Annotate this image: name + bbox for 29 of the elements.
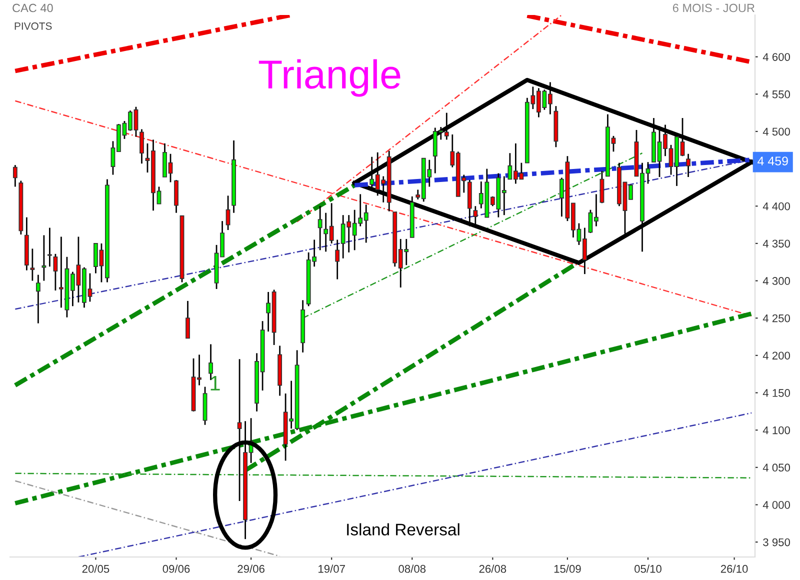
y-tick-label: 4 300 (762, 277, 790, 285)
x-tick-label: 19/07 (318, 564, 345, 573)
y-tick-label: 4 250 (762, 314, 790, 322)
x-tick-label: 29/06 (238, 564, 264, 573)
y-tick-label: 3 950 (763, 538, 790, 546)
x-tick-label: 20/05 (82, 564, 110, 573)
annotation: Triangle (258, 59, 400, 97)
annotation: PIVOTS (14, 22, 52, 30)
y-tick-label: 4 350 (762, 240, 790, 248)
chart-subtitle: 6 MOIS - JOUR (672, 4, 754, 12)
y-tick-label: 4 050 (762, 464, 790, 472)
chart-title: CAC 40 (12, 4, 53, 12)
y-tick-label: 4 000 (762, 501, 790, 509)
y-tick-label: 4 550 (762, 90, 790, 98)
x-tick-label: 09/06 (162, 564, 190, 573)
y-tick-label: 4 500 (762, 128, 790, 136)
x-tick-label: 05/10 (634, 564, 662, 573)
y-tick-label: 4 400 (762, 202, 790, 210)
annotation: 1 (210, 376, 220, 390)
y-tick-label: 4 100 (762, 426, 790, 434)
y-tick-label: 4 150 (762, 389, 790, 397)
x-tick-label: 08/08 (398, 564, 426, 573)
annotation: 4 459 (758, 156, 788, 166)
annotation: Island Reversal (347, 523, 460, 536)
x-tick-label: 26/08 (479, 564, 506, 573)
x-tick-label: 15/09 (554, 564, 581, 573)
x-tick-label: 26/10 (720, 564, 748, 573)
y-tick-label: 4 600 (762, 53, 790, 61)
y-tick-label: 4 200 (762, 352, 790, 360)
